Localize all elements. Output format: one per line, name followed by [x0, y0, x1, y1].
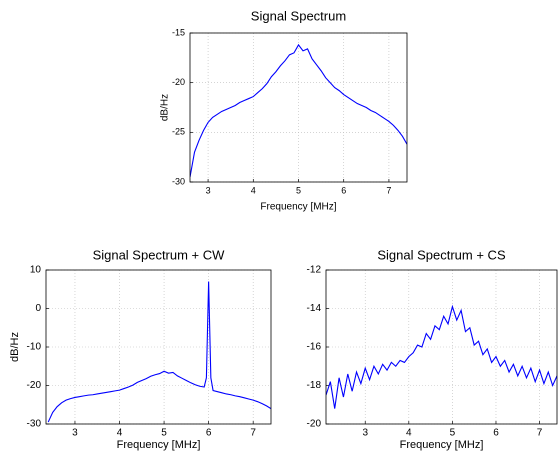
x-tick-label: 4 — [117, 428, 123, 439]
y-tick-label: -14 — [307, 303, 322, 314]
y-tick-label: -25 — [172, 127, 185, 137]
y-tick-label: 0 — [35, 303, 41, 314]
x-tick-label: 6 — [493, 428, 499, 439]
y-tick-label: -16 — [307, 342, 322, 353]
x-tick-label: 5 — [296, 185, 301, 195]
spectrum-line — [47, 281, 271, 423]
x-tick-label: 5 — [161, 428, 167, 439]
chart: 3 4 5 6 7 -30 -20 -10 0 10 Signal Spectrum + CW Fre… — [9, 247, 272, 451]
y-tick-label: -20 — [27, 380, 42, 391]
y-axis-label: dB/Hz — [9, 332, 21, 362]
chart: 3 4 5 6 7 -20 -18 -16 -14 -12 Signal Spectrum + CS… — [307, 247, 558, 451]
spectrum-line — [190, 43, 407, 178]
y-axis-label: dB/Hz — [160, 94, 171, 121]
plot-background — [46, 270, 271, 424]
x-tick-label: 6 — [206, 428, 212, 439]
x-tick-label: 3 — [72, 428, 78, 439]
plot-frame — [325, 269, 558, 425]
x-tick-label: 4 — [251, 185, 256, 195]
y-tick-label: -15 — [172, 27, 185, 37]
plot-frame — [45, 269, 272, 425]
chart-title: Signal Spectrum + CW — [93, 247, 226, 262]
y-tick-label: -20 — [307, 419, 322, 430]
y-tick-label: -12 — [307, 265, 322, 276]
x-axis-label: Frequency [MHz] — [260, 202, 336, 213]
plot-frame — [189, 32, 408, 183]
x-tick-label: 5 — [450, 428, 456, 439]
x-tick-label: 7 — [537, 428, 543, 439]
x-tick-label: 3 — [362, 428, 368, 439]
chart: 3 4 5 6 7 -30 -25 -20 -15 Signal Spectrum Frequenc… — [160, 8, 408, 213]
y-tick-label: -18 — [307, 380, 322, 391]
spectrum-line — [326, 304, 557, 409]
y-tick-label: -10 — [27, 342, 42, 353]
plot-background — [326, 270, 557, 424]
x-axis-label: Frequency [MHz] — [117, 439, 201, 451]
x-tick-label: 4 — [406, 428, 412, 439]
chart-title: Signal Spectrum — [251, 8, 346, 23]
x-tick-label: 3 — [206, 185, 211, 195]
x-tick-label: 7 — [386, 185, 391, 195]
y-tick-label: -20 — [172, 77, 185, 87]
x-tick-label: 7 — [250, 428, 256, 439]
chart-title: Signal Spectrum + CS — [377, 247, 506, 262]
y-tick-label: -30 — [27, 419, 42, 430]
y-tick-label: -30 — [172, 176, 185, 186]
x-axis-label: Frequency [MHz] — [400, 439, 484, 451]
x-tick-label: 6 — [341, 185, 346, 195]
y-tick-label: 10 — [30, 265, 42, 276]
